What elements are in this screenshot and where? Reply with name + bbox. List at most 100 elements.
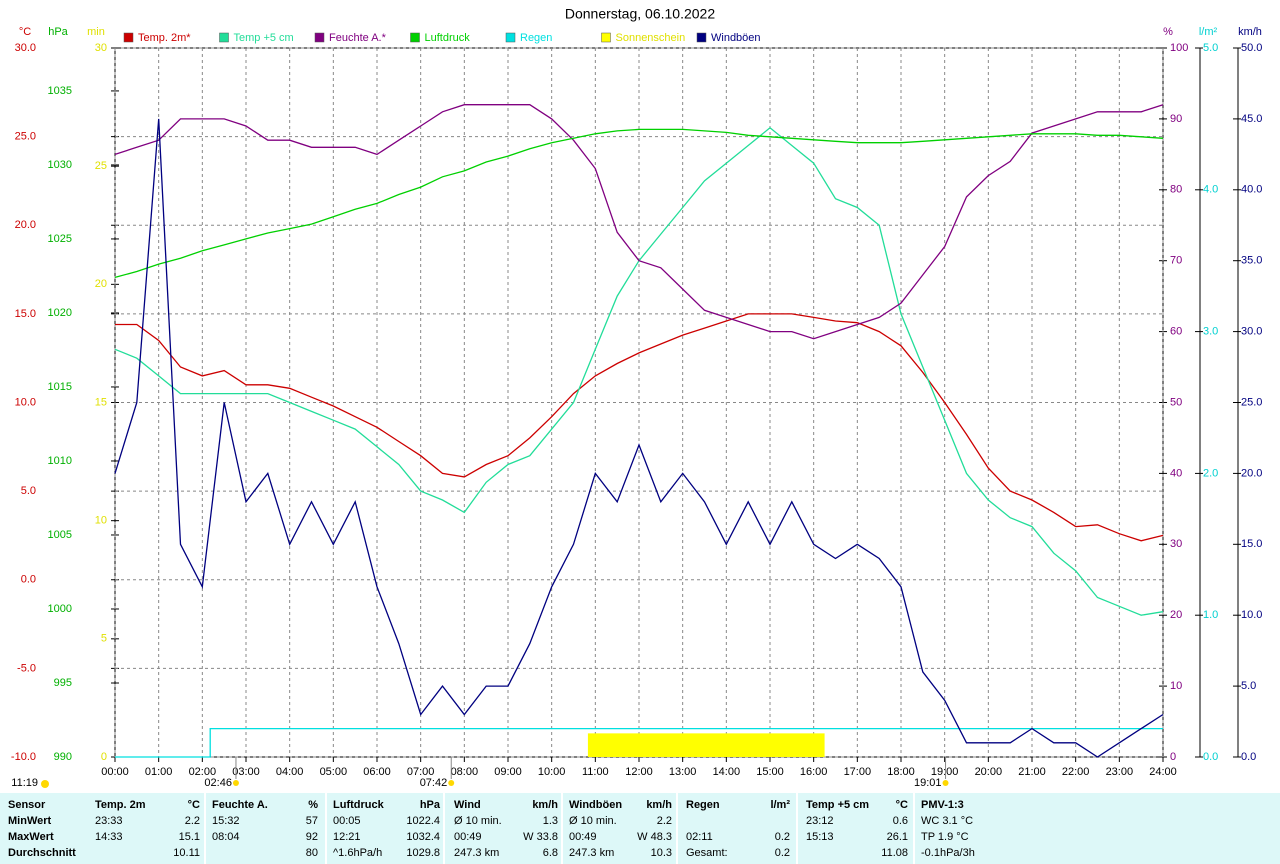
legend-swatch	[696, 32, 707, 43]
y-tick-label: 10	[95, 515, 107, 527]
table-cell: 00:49	[569, 831, 597, 843]
table-cell: °C	[188, 799, 200, 811]
y-tick-label: 50	[1170, 396, 1182, 408]
y-tick-label: 20.0	[1241, 467, 1262, 479]
table-cell: 1032.4	[406, 831, 440, 843]
legend-label: Regen	[520, 32, 552, 44]
x-tick-label: 14:00	[713, 766, 741, 778]
legend-label: Luftdruck	[425, 32, 471, 44]
series-line	[115, 727, 1163, 758]
y-tick-label: 30.0	[15, 42, 36, 54]
x-tick-label: 22:00	[1062, 766, 1090, 778]
y-tick-label: 1010	[48, 455, 72, 467]
y-tick-label: 15.0	[1241, 538, 1262, 550]
table-cell: 2.2	[185, 815, 200, 827]
legend-label: Windböen	[711, 32, 761, 44]
table-cell: 247.3 km	[569, 847, 614, 859]
table-cell: Ø 10 min.	[454, 815, 502, 827]
x-tick-label: 05:00	[320, 766, 348, 778]
table-cell: W 48.3	[637, 831, 672, 843]
axis-unit: °C	[19, 26, 31, 38]
x-tick-label: 18:00	[887, 766, 915, 778]
y-tick-label: 80	[1170, 184, 1182, 196]
table-cell: km/h	[532, 799, 558, 811]
table-cell: 15.1	[179, 831, 200, 843]
legend-swatch	[410, 32, 420, 43]
table-cell: 1029.8	[406, 847, 440, 859]
table-cell: 15:13	[806, 831, 834, 843]
table-cell: 0.2	[775, 831, 790, 843]
y-tick-label: 1020	[48, 307, 72, 319]
table-cell: Wind	[454, 799, 481, 811]
x-tick-label: 04:00	[276, 766, 304, 778]
table-cell: ^1.6hPa/h	[333, 847, 382, 859]
legend-swatch	[314, 32, 325, 43]
series-line	[115, 313, 1164, 542]
y-tick-label: 5.0	[1241, 680, 1256, 692]
x-tick-label: 01:00	[145, 766, 173, 778]
table-cell: 00:49	[454, 831, 482, 843]
table-cell: WC 3.1 °C	[921, 815, 973, 827]
table-cell: MaxWert	[8, 831, 54, 843]
y-tick-label: 35.0	[1241, 255, 1262, 267]
y-tick-label: -5.0	[17, 662, 36, 674]
y-tick-label: 1025	[48, 233, 72, 245]
x-tick-label: 15:00	[756, 766, 784, 778]
y-tick-label: 15	[95, 396, 107, 408]
table-cell: 247.3 km	[454, 847, 499, 859]
x-tick-label: 10:00	[538, 766, 566, 778]
table-cell: 23:33	[95, 815, 123, 827]
chart-title: Donnerstag, 06.10.2022	[565, 6, 715, 22]
legend-label: Temp. 2m*	[138, 32, 191, 44]
y-tick-label: 1035	[48, 85, 72, 97]
marker-label: 19:01	[914, 777, 942, 789]
table-cell: hPa	[420, 799, 441, 811]
table-cell: Ø 10 min.	[569, 815, 617, 827]
x-tick-label: 19:00	[931, 766, 959, 778]
marker-label: 07:42	[420, 777, 448, 789]
y-tick-label: 40	[1170, 467, 1182, 479]
axis-unit: min	[87, 26, 105, 38]
x-tick-label: 02:00	[189, 766, 217, 778]
y-tick-label: 0	[1170, 751, 1176, 763]
series-line	[114, 104, 1164, 340]
axis-unit: hPa	[48, 26, 68, 38]
y-tick-label: -10.0	[11, 751, 36, 763]
table-cell: 0.6	[893, 815, 908, 827]
y-tick-label: 20	[1170, 609, 1182, 621]
y-tick-label: 60	[1170, 326, 1182, 338]
y-tick-label: 100	[1170, 42, 1188, 54]
table-cell: 1.3	[543, 815, 558, 827]
marker-icon	[942, 780, 949, 786]
y-tick-label: 90	[1170, 113, 1182, 125]
table-cell: Feuchte A.	[212, 799, 268, 811]
table-cell: 2.2	[657, 815, 672, 827]
y-tick-label: 25.0	[1241, 396, 1262, 408]
table-cell: km/h	[646, 799, 672, 811]
x-tick-label: 03:00	[232, 766, 260, 778]
table-cell: Luftdruck	[333, 799, 385, 811]
x-tick-label: 23:00	[1106, 766, 1134, 778]
x-tick-label: 11:00	[582, 766, 609, 778]
table-cell: 14:33	[95, 831, 123, 843]
table-cell: Sensor	[8, 799, 46, 811]
legend-swatch	[123, 32, 134, 43]
table-cell: Temp +5 cm	[806, 799, 869, 811]
y-tick-label: 1.0	[1203, 609, 1218, 621]
y-tick-label: 0.0	[1241, 751, 1256, 763]
x-tick-label: 21:00	[1018, 766, 1046, 778]
marker-label: 02:46	[204, 777, 232, 789]
y-tick-label: 15.0	[15, 308, 36, 320]
y-tick-label: 3.0	[1203, 326, 1218, 338]
y-tick-label: 25	[95, 160, 107, 172]
x-tick-label: 07:00	[407, 766, 435, 778]
x-tick-label: 20:00	[975, 766, 1003, 778]
table-cell: -0.1hPa/3h	[921, 847, 975, 859]
marker-icon	[448, 780, 455, 786]
y-tick-label: 30	[1170, 538, 1182, 550]
axis-unit: km/h	[1238, 26, 1262, 38]
sun-icon	[41, 780, 49, 788]
table-cell: TP 1.9 °C	[921, 831, 969, 843]
table-cell: MinWert	[8, 815, 52, 827]
